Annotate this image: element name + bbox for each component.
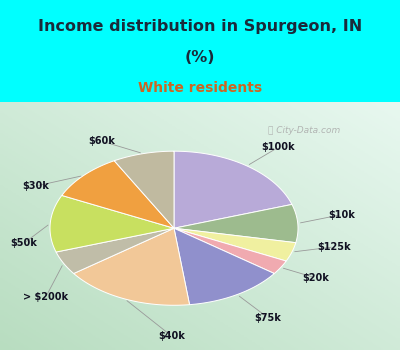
Polygon shape	[174, 204, 298, 243]
Text: (%): (%)	[185, 50, 215, 65]
Text: $40k: $40k	[158, 331, 186, 341]
Text: $30k: $30k	[22, 181, 50, 191]
Text: $125k: $125k	[317, 242, 351, 252]
Polygon shape	[56, 228, 174, 273]
Polygon shape	[74, 228, 190, 305]
Text: $60k: $60k	[88, 136, 116, 146]
Text: White residents: White residents	[138, 80, 262, 94]
Text: $50k: $50k	[10, 238, 38, 248]
Text: > $200k: > $200k	[24, 292, 68, 302]
Text: $10k: $10k	[328, 210, 356, 219]
Polygon shape	[50, 195, 174, 252]
Polygon shape	[174, 228, 286, 273]
Text: $20k: $20k	[302, 273, 330, 283]
Polygon shape	[174, 151, 292, 228]
Polygon shape	[114, 151, 174, 228]
Text: $75k: $75k	[254, 313, 282, 323]
Text: Income distribution in Spurgeon, IN: Income distribution in Spurgeon, IN	[38, 19, 362, 34]
Polygon shape	[174, 228, 274, 304]
Text: $100k: $100k	[261, 142, 295, 153]
Polygon shape	[174, 228, 296, 261]
Text: ⓘ City-Data.com: ⓘ City-Data.com	[268, 126, 340, 135]
Polygon shape	[62, 161, 174, 228]
